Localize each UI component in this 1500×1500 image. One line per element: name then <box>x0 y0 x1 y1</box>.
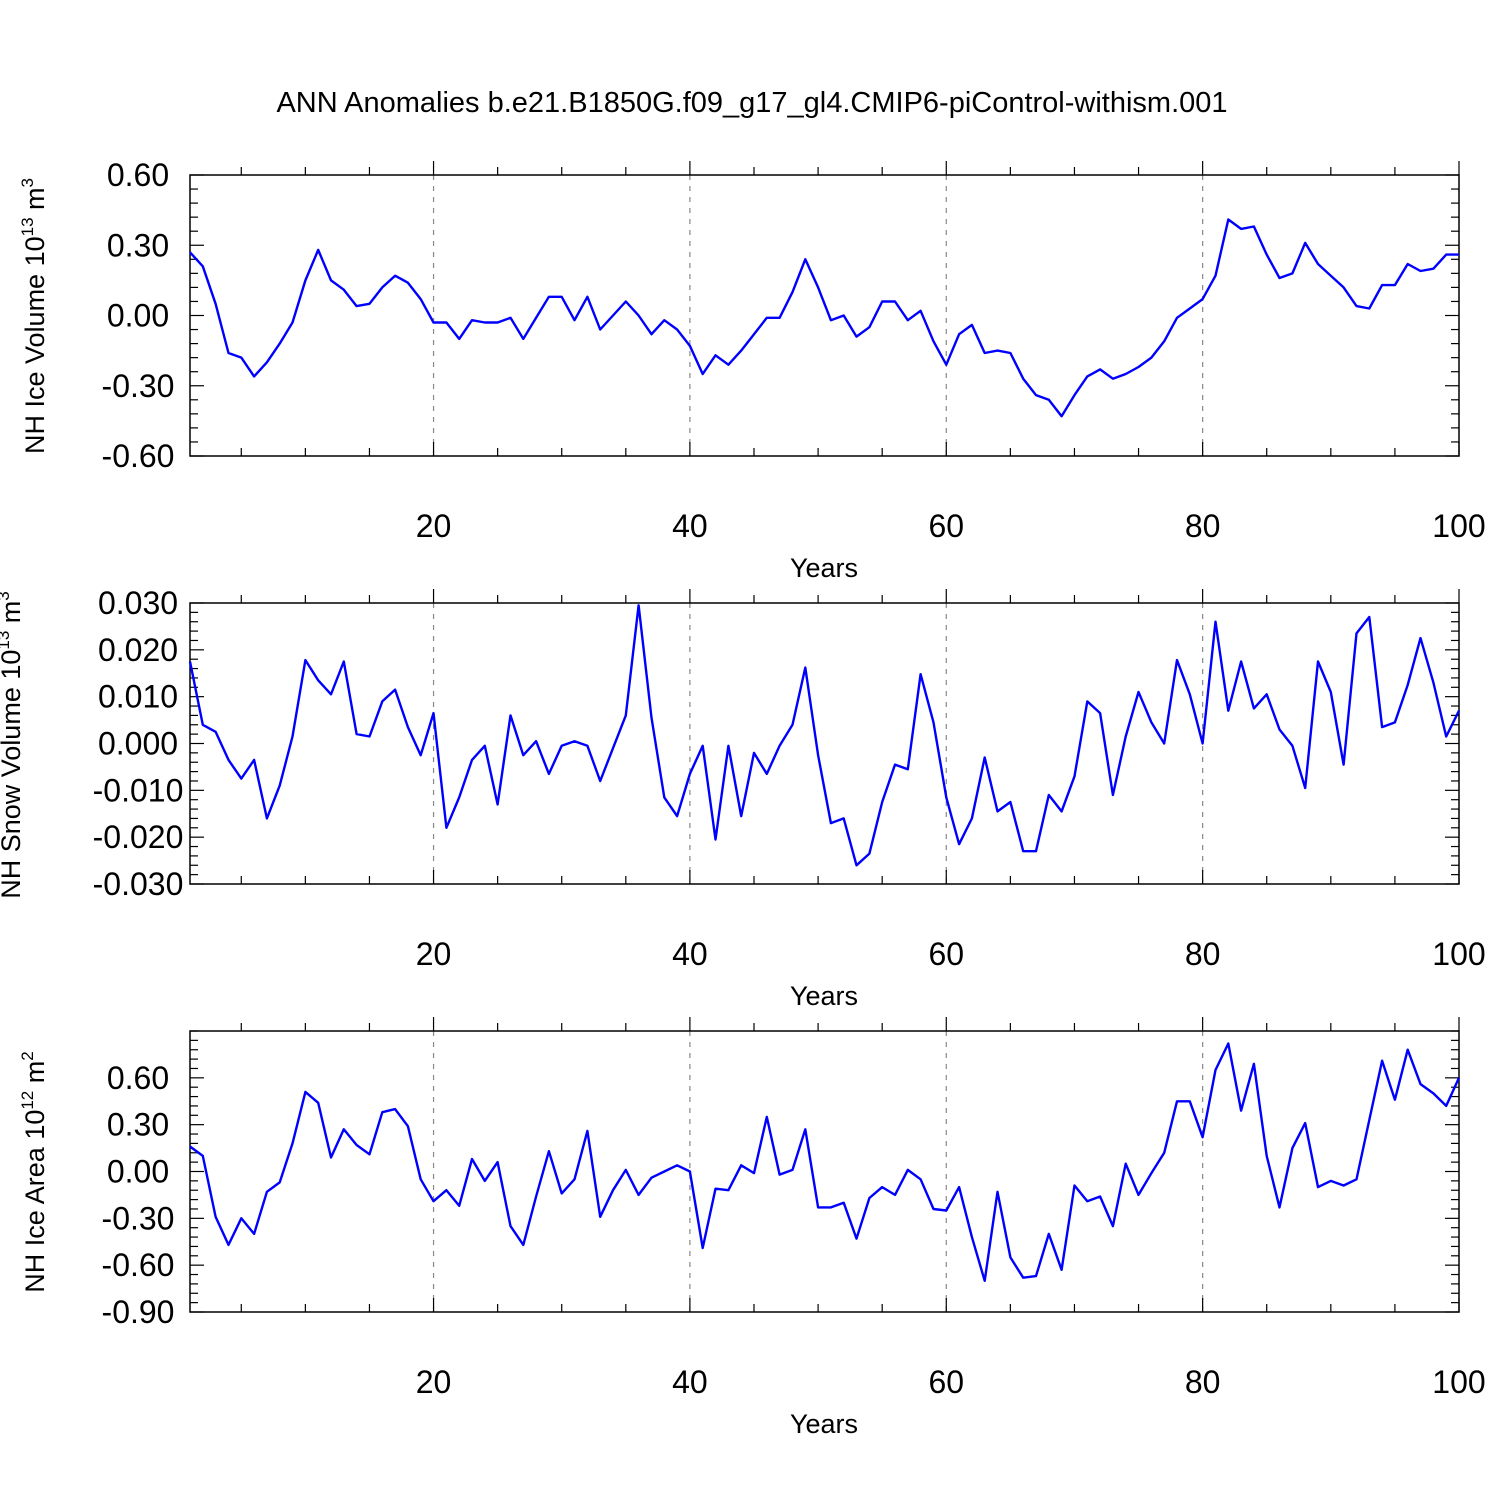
ice-area-xtick-label: 100 <box>1432 1364 1485 1400</box>
ice-area-series-line <box>189 1042 1461 1283</box>
snow-volume-panel: NH Snow Volume 1013 m3 Years -0.030 -0.02… <box>0 585 1486 1011</box>
snow-volume-xtick-label: 80 <box>1185 936 1221 972</box>
ice-volume-xtick-label: 100 <box>1432 508 1485 544</box>
snow-volume-plot-frame <box>189 602 1460 885</box>
ice-area-ytick-label: 0.30 <box>107 1107 169 1143</box>
ice-volume-panel: NH Ice Volume 1013 m3 Years -0.60 -0.30 0.… <box>18 157 1486 583</box>
ice-volume-xtick-label: 80 <box>1185 508 1221 544</box>
xlabel-snow-volume: Years <box>790 981 858 1011</box>
ice-volume-xtick-label: 40 <box>672 508 708 544</box>
ice-area-ytick-label: 0.00 <box>107 1154 169 1190</box>
ice-volume-xtick-label: 60 <box>928 508 964 544</box>
ice-area-xtick-label: 20 <box>416 1364 452 1400</box>
snow-volume-ytick-label: -0.020 <box>93 819 184 855</box>
snow-volume-ytick-label: -0.030 <box>93 866 184 902</box>
ice-area-ytick-label: 0.60 <box>107 1060 169 1096</box>
ice-volume-ytick-label: 0.60 <box>107 157 169 193</box>
snow-volume-xtick-label: 20 <box>416 936 452 972</box>
ice-area-xtick-label: 40 <box>672 1364 708 1400</box>
snow-volume-ytick-label: 0.020 <box>98 632 178 668</box>
xlabel-ice-area: Years <box>790 1409 858 1439</box>
snow-volume-ytick-label: 0.030 <box>98 585 178 621</box>
ice-volume-series-line <box>189 218 1459 418</box>
ice-area-ytick-label: -0.90 <box>102 1294 175 1330</box>
ice-area-xtick-label: 60 <box>928 1364 964 1400</box>
ice-volume-xtick-label: 20 <box>416 508 452 544</box>
ylabel-ice-area: NH Ice Area 1012 m2 <box>18 1051 50 1292</box>
snow-volume-ytick-label: 0.010 <box>98 679 178 715</box>
ice-volume-ytick-label: 0.00 <box>107 298 169 334</box>
snow-volume-ytick-label: 0.000 <box>98 726 178 762</box>
snow-volume-xtick-label: 100 <box>1432 936 1485 972</box>
snow-volume-xtick-label: 40 <box>672 936 708 972</box>
ylabel-ice-volume: NH Ice Volume 1013 m3 <box>18 178 50 454</box>
snow-volume-xtick-label: 60 <box>928 936 964 972</box>
ice-volume-ytick-label: -0.30 <box>102 368 175 404</box>
snow-volume-series-line <box>188 604 1461 867</box>
ice-area-ytick-label: -0.30 <box>102 1200 175 1236</box>
ice-volume-ytick-label: 0.30 <box>107 227 169 263</box>
snow-volume-ytick-label: -0.010 <box>93 772 184 808</box>
ice-volume-ytick-label: -0.60 <box>102 438 175 474</box>
chart-title: ANN Anomalies b.e21.B1850G.f09_g17_gl4.C… <box>276 87 1227 119</box>
ice-area-ytick-label: -0.60 <box>102 1247 175 1283</box>
ylabel-snow-volume: NH Snow Volume 1013 m3 <box>0 591 26 899</box>
ice-area-panel: NH Ice Area 1012 m2 Years -0.90 -0.60 -0.3… <box>18 1017 1486 1439</box>
ice-volume-plot-frame <box>189 174 1460 457</box>
ice-area-xtick-label: 80 <box>1185 1364 1221 1400</box>
ice-area-plot-frame <box>189 1030 1460 1313</box>
xlabel-ice-volume: Years <box>790 553 858 583</box>
